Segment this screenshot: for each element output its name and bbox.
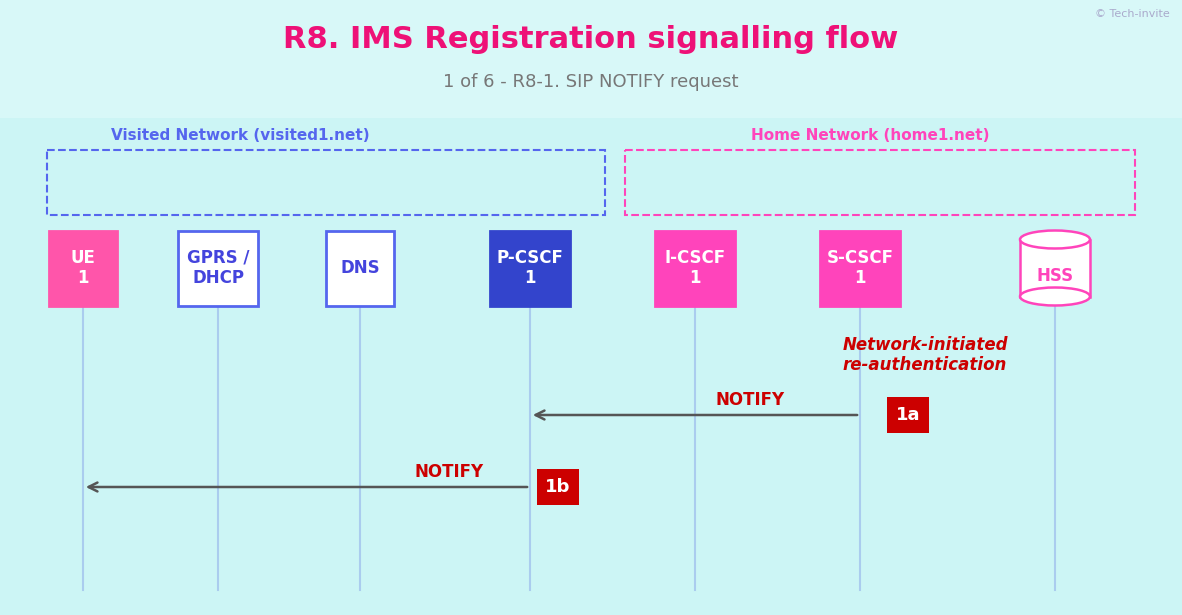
Text: 1a: 1a xyxy=(896,406,921,424)
Text: Network-initiated
re-authentication: Network-initiated re-authentication xyxy=(843,336,1008,375)
Bar xyxy=(47,150,605,215)
Text: NOTIFY: NOTIFY xyxy=(716,391,785,409)
Text: HSS: HSS xyxy=(1037,267,1073,285)
Text: GPRS /
DHCP: GPRS / DHCP xyxy=(187,248,249,287)
Text: Home Network (home1.net): Home Network (home1.net) xyxy=(751,128,989,143)
Text: NOTIFY: NOTIFY xyxy=(415,463,483,481)
FancyBboxPatch shape xyxy=(820,231,900,306)
FancyBboxPatch shape xyxy=(326,231,394,306)
FancyBboxPatch shape xyxy=(178,231,258,306)
Text: 1 of 6 - R8-1. SIP NOTIFY request: 1 of 6 - R8-1. SIP NOTIFY request xyxy=(443,73,739,91)
FancyBboxPatch shape xyxy=(886,397,929,433)
Text: DNS: DNS xyxy=(340,259,379,277)
Bar xyxy=(1020,239,1090,296)
Text: Visited Network (visited1.net): Visited Network (visited1.net) xyxy=(111,128,369,143)
Bar xyxy=(625,150,1135,215)
FancyBboxPatch shape xyxy=(48,231,117,306)
FancyBboxPatch shape xyxy=(491,231,570,306)
Text: I-CSCF
1: I-CSCF 1 xyxy=(664,248,726,287)
Text: UE
1: UE 1 xyxy=(71,248,96,287)
FancyBboxPatch shape xyxy=(655,231,735,306)
Text: R8. IMS Registration signalling flow: R8. IMS Registration signalling flow xyxy=(284,25,898,55)
Text: © Tech-invite: © Tech-invite xyxy=(1096,9,1170,19)
Ellipse shape xyxy=(1020,287,1090,306)
Text: S-CSCF
1: S-CSCF 1 xyxy=(826,248,894,287)
Ellipse shape xyxy=(1020,231,1090,248)
FancyBboxPatch shape xyxy=(0,0,1182,118)
Text: P-CSCF
1: P-CSCF 1 xyxy=(496,248,564,287)
Text: 1b: 1b xyxy=(545,478,571,496)
FancyBboxPatch shape xyxy=(537,469,579,505)
